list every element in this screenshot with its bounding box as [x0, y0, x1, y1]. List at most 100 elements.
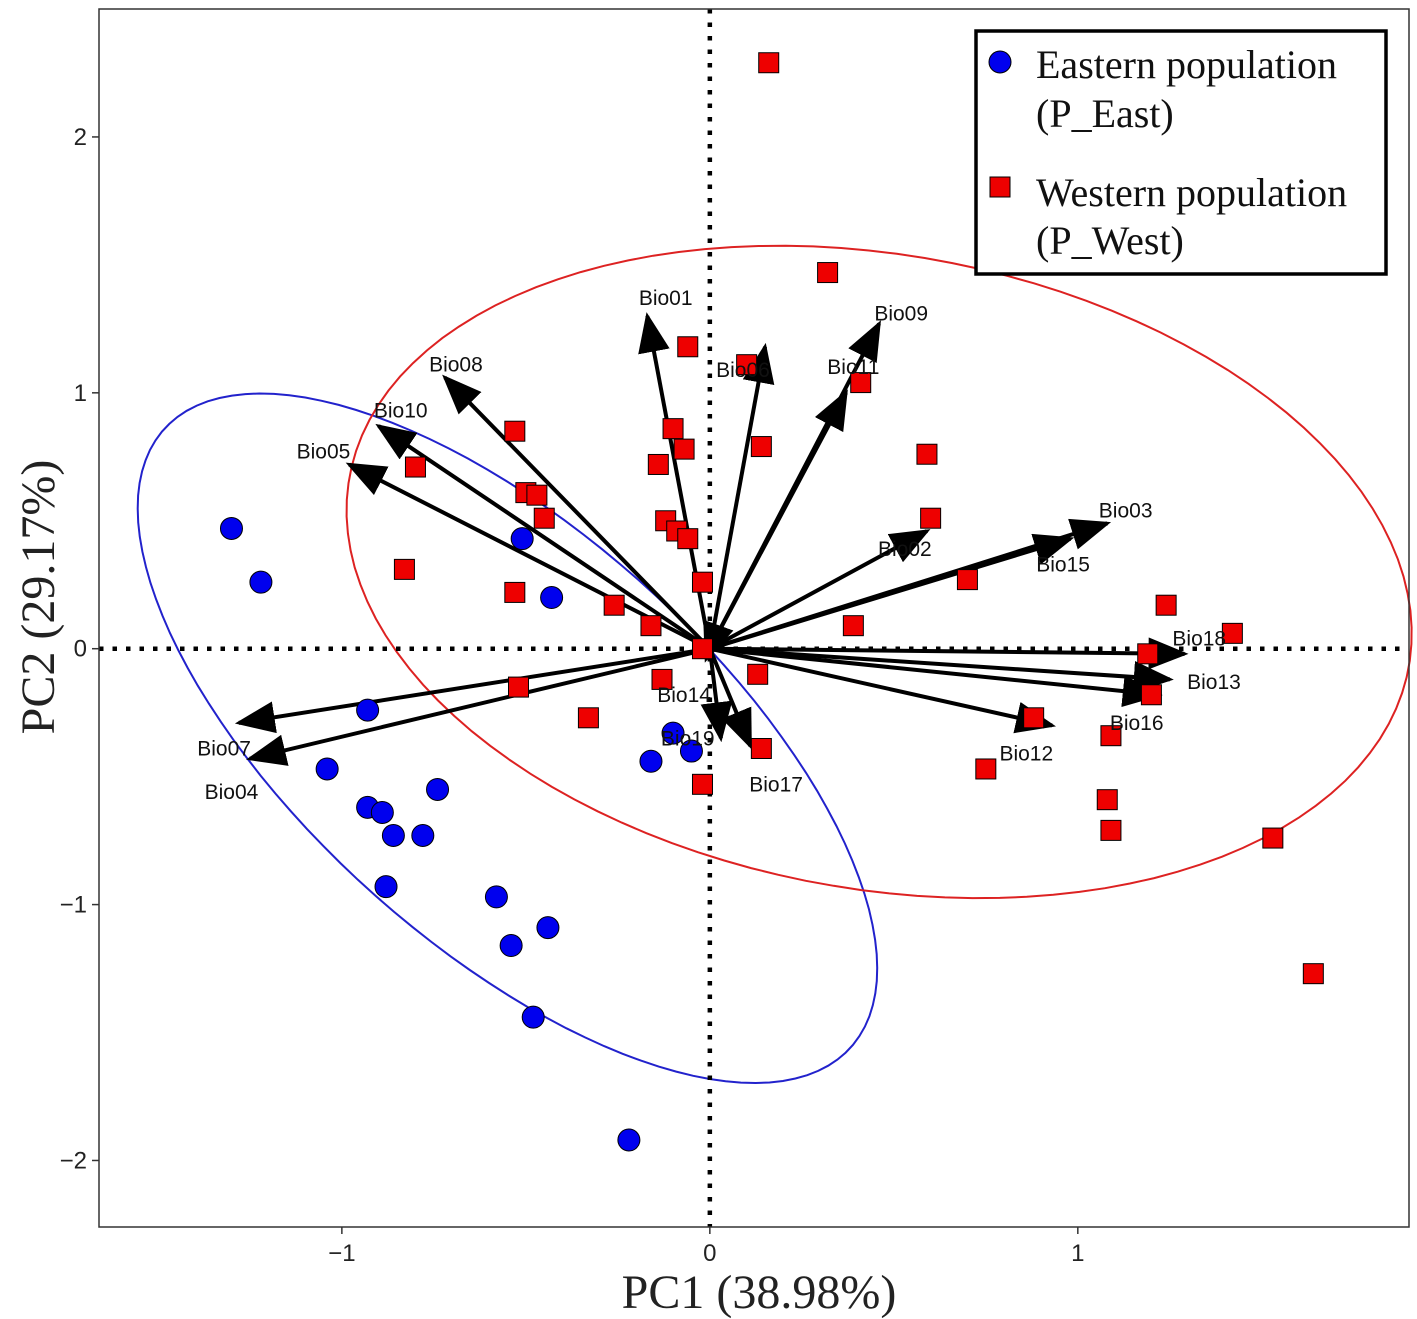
loading-arrow-bio13 [709, 646, 1174, 693]
legend-box [974, 29, 1388, 276]
west-point [1302, 963, 1324, 985]
east-point [484, 885, 508, 909]
west-point [1096, 789, 1118, 811]
y-tick-label: 1 [74, 380, 87, 407]
legend-west-marker [989, 176, 1011, 198]
east-point [679, 739, 703, 763]
west-point [1221, 622, 1243, 644]
east-point [219, 516, 243, 540]
loading-arrow-bio06 [707, 342, 775, 650]
loading-label-bio13: Bio13 [1187, 671, 1241, 694]
west-point [1100, 819, 1122, 841]
loading-arrow-bio04 [245, 646, 711, 766]
loading-arrow-bio02 [708, 529, 931, 651]
west-point [662, 418, 684, 440]
east-point [411, 824, 435, 847]
west-point [647, 453, 669, 475]
loading-label-bio19: Bio19 [661, 727, 715, 750]
west-point [750, 738, 772, 759]
west-confidence-ellipse [345, 244, 1413, 900]
west-point [920, 507, 942, 529]
loading-label-bio09: Bio09 [874, 303, 928, 326]
loading-arrow-bio11 [708, 389, 848, 650]
west-point [1140, 684, 1162, 706]
west-point [504, 581, 526, 603]
west-point [736, 354, 758, 376]
loading-label-bio06: Bio06 [716, 359, 770, 382]
west-point [577, 707, 599, 729]
east-point [617, 1128, 641, 1152]
east-point [540, 586, 564, 610]
loading-label-bio11: Bio11 [827, 356, 879, 379]
west-point [975, 758, 997, 780]
loading-arrow-bio07 [234, 646, 711, 734]
west-point [758, 52, 780, 74]
west-point [393, 558, 415, 580]
west-point [526, 484, 548, 506]
x-tick-label: 0 [703, 1240, 716, 1267]
west-point [1100, 725, 1122, 747]
x-tick-label: −1 [328, 1240, 355, 1267]
west-point [640, 615, 662, 637]
west-point [842, 615, 864, 637]
east-point [426, 777, 450, 801]
loading-label-bio02: Bio02 [878, 538, 932, 561]
west-point [817, 262, 839, 284]
east-point [356, 698, 380, 722]
zero-reference-lines [99, 9, 1409, 1227]
east-point [249, 570, 273, 594]
west-point [691, 638, 713, 660]
loading-arrow-bio17 [707, 647, 753, 750]
west-point [750, 436, 772, 458]
y-tick-label: 2 [74, 124, 87, 151]
east-point [510, 527, 534, 551]
loading-arrow-bio10 [375, 423, 711, 651]
east-point [661, 721, 685, 745]
loading-labels: Bio01 Bio02 Bio03 Bio04 Bio05 Bio06 Bio07 Bio08… [197, 287, 1241, 804]
loading-label-bio10: Bio10 [374, 400, 428, 423]
y-tick-label: 0 [74, 636, 87, 663]
loading-arrow-bio12 [709, 646, 1056, 734]
west-point [603, 594, 625, 616]
east-point [521, 1005, 545, 1029]
loading-label-bio05: Bio05 [297, 441, 351, 464]
loading-label-bio17: Bio17 [749, 773, 803, 796]
loading-arrow-bio08 [442, 374, 712, 651]
west-point [747, 663, 769, 685]
loading-arrows [234, 312, 1189, 766]
west-point [533, 507, 555, 529]
west-point [691, 571, 713, 593]
west-point [677, 528, 699, 550]
west-point [916, 443, 938, 465]
legend-west-sublabel: (P_West) [1036, 218, 1184, 263]
loading-label-bio07: Bio07 [197, 738, 251, 761]
legend-east-marker [988, 50, 1012, 74]
east-point [536, 916, 560, 940]
west-point [691, 773, 713, 795]
legend-west-label: Western population [1036, 170, 1347, 215]
east-point [639, 749, 663, 773]
west-point [504, 420, 526, 442]
loading-arrow-bio01 [638, 312, 712, 650]
legend: Eastern population (P_East) Western popu… [974, 29, 1388, 276]
loading-label-bio04: Bio04 [205, 781, 259, 804]
east-point [370, 800, 394, 824]
loading-arrow-bio19 [700, 648, 733, 743]
loading-label-bio12: Bio12 [999, 743, 1053, 766]
loading-label-bio01: Bio01 [639, 287, 693, 310]
east-point [315, 757, 339, 781]
confidence-ellipses [136, 244, 1413, 1085]
loading-label-bio08: Bio08 [429, 354, 483, 377]
west-point [1137, 643, 1159, 665]
y-axis-title: PC2 (29.17%) [12, 460, 65, 735]
west-point [651, 668, 673, 690]
east-confidence-ellipse [136, 392, 879, 1085]
x-tick-label: 1 [1071, 1240, 1084, 1267]
west-point [507, 676, 529, 698]
x-axis-title: PC1 (38.98%) [622, 1266, 897, 1319]
loading-label-bio18: Bio18 [1172, 627, 1226, 650]
west-point [673, 438, 695, 460]
west-point [956, 569, 978, 591]
loading-arrow-bio15 [709, 533, 1075, 651]
